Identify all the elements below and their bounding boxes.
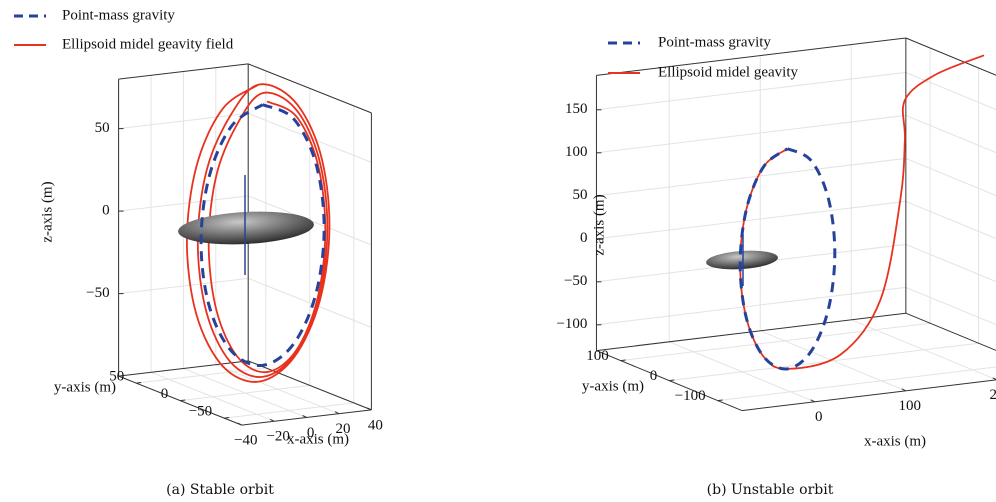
z-tick-label: 150 [565, 101, 588, 117]
y-tick-label: −50 [189, 404, 212, 420]
x-tick-label: −40 [234, 433, 257, 449]
tick-mark [224, 417, 230, 419]
grid-line [596, 114, 906, 154]
tick-mark [237, 422, 243, 426]
grid-line [905, 71, 996, 111]
grid-line [717, 366, 996, 402]
grid-line [905, 286, 996, 326]
grid-line [905, 200, 996, 240]
y-tick-label: 50 [109, 369, 124, 385]
ellipsoid [178, 211, 314, 245]
z-tick-label: 50 [572, 187, 587, 203]
caption: (a) Stable orbit [166, 482, 274, 498]
point-mass-orbit [199, 103, 326, 368]
grid-line [248, 277, 372, 328]
grid-line [905, 243, 996, 283]
y-axis-label: y-axis (m) [582, 378, 644, 394]
x-tick-label: 0 [307, 425, 315, 441]
grid-line [596, 200, 906, 240]
grid-line [669, 342, 979, 382]
tick-mark [302, 415, 307, 418]
z-tick-label: −50 [86, 285, 109, 301]
x-axis-label: x-axis (m) [864, 433, 926, 449]
x-axis-label: x-axis (m) [287, 431, 349, 447]
point-mass-orbit [738, 147, 837, 371]
x-tick-label: 0 [815, 409, 823, 425]
y-tick-label: 0 [650, 368, 658, 384]
y-tick-label: 0 [161, 386, 169, 402]
y-tick-label: −100 [675, 388, 706, 404]
grid-line [596, 286, 906, 326]
tick-mark [901, 388, 906, 392]
legend-label: Ellipsoid midel geavity [658, 64, 798, 80]
axis-edge [905, 37, 996, 76]
axis-edge [118, 63, 249, 80]
grid-line [596, 157, 906, 197]
tick-mark [136, 382, 142, 384]
grid-line [905, 114, 996, 154]
legend-label: Point-mass gravity [658, 34, 771, 50]
axis-edge [248, 63, 372, 114]
tick-mark [334, 411, 340, 415]
grid-line [620, 322, 931, 362]
tick-mark [810, 399, 815, 403]
x-tick-label: 40 [368, 417, 383, 433]
tick-mark [367, 407, 372, 411]
z-tick-label: 0 [102, 203, 110, 219]
x-tick-label: 100 [899, 398, 922, 414]
axis-edge [118, 360, 249, 377]
y-tick-label: 100 [586, 348, 609, 364]
legend-label: Point-mass gravity [62, 7, 175, 23]
tick-mark [620, 359, 626, 362]
z-tick-label: −100 [556, 316, 587, 332]
tick-mark [180, 399, 186, 402]
tick-mark [992, 377, 996, 380]
grid-line [224, 402, 354, 419]
z-axis-label: z-axis (m) [591, 194, 607, 255]
axis-edge [596, 37, 906, 76]
panel-b: −100 −50 0 50 100 150 −100 0 100 0 100 200 [556, 37, 996, 425]
x-tick-label: 20 [336, 421, 351, 437]
tick-mark [717, 399, 723, 402]
axis-edge [741, 379, 996, 412]
x-tick-label: 200 [990, 387, 996, 403]
overlay [199, 103, 837, 371]
axis-edge [248, 360, 372, 411]
x-tick-label: −20 [266, 429, 289, 445]
z-axis-label: z-axis (m) [39, 181, 55, 242]
z-tick-label: 0 [580, 230, 588, 246]
panel-a: −50 0 50 −50 0 50 −40 −20 0 20 40 [86, 63, 383, 449]
ellipsoid-orbit [739, 54, 985, 370]
z-tick-label: 100 [565, 144, 588, 160]
caption: (b) Unstable orbit [707, 482, 834, 498]
axis-edge [905, 312, 996, 351]
tick-mark [669, 379, 675, 382]
grid-line [905, 157, 996, 197]
grid-line [180, 384, 310, 402]
tick-mark [269, 418, 275, 422]
y-axis-label: y-axis (m) [54, 379, 116, 395]
grid-line [118, 112, 249, 130]
grid-line [118, 277, 249, 295]
grid-line [118, 195, 249, 212]
grid-line [136, 367, 266, 384]
z-tick-label: −50 [564, 273, 587, 289]
ellipsoid [706, 250, 778, 270]
grid-line [596, 71, 906, 111]
ellipsoid-orbit [186, 83, 331, 383]
legend-label: Ellipsoid midel geavity field [62, 36, 234, 52]
z-tick-label: 50 [95, 120, 110, 136]
